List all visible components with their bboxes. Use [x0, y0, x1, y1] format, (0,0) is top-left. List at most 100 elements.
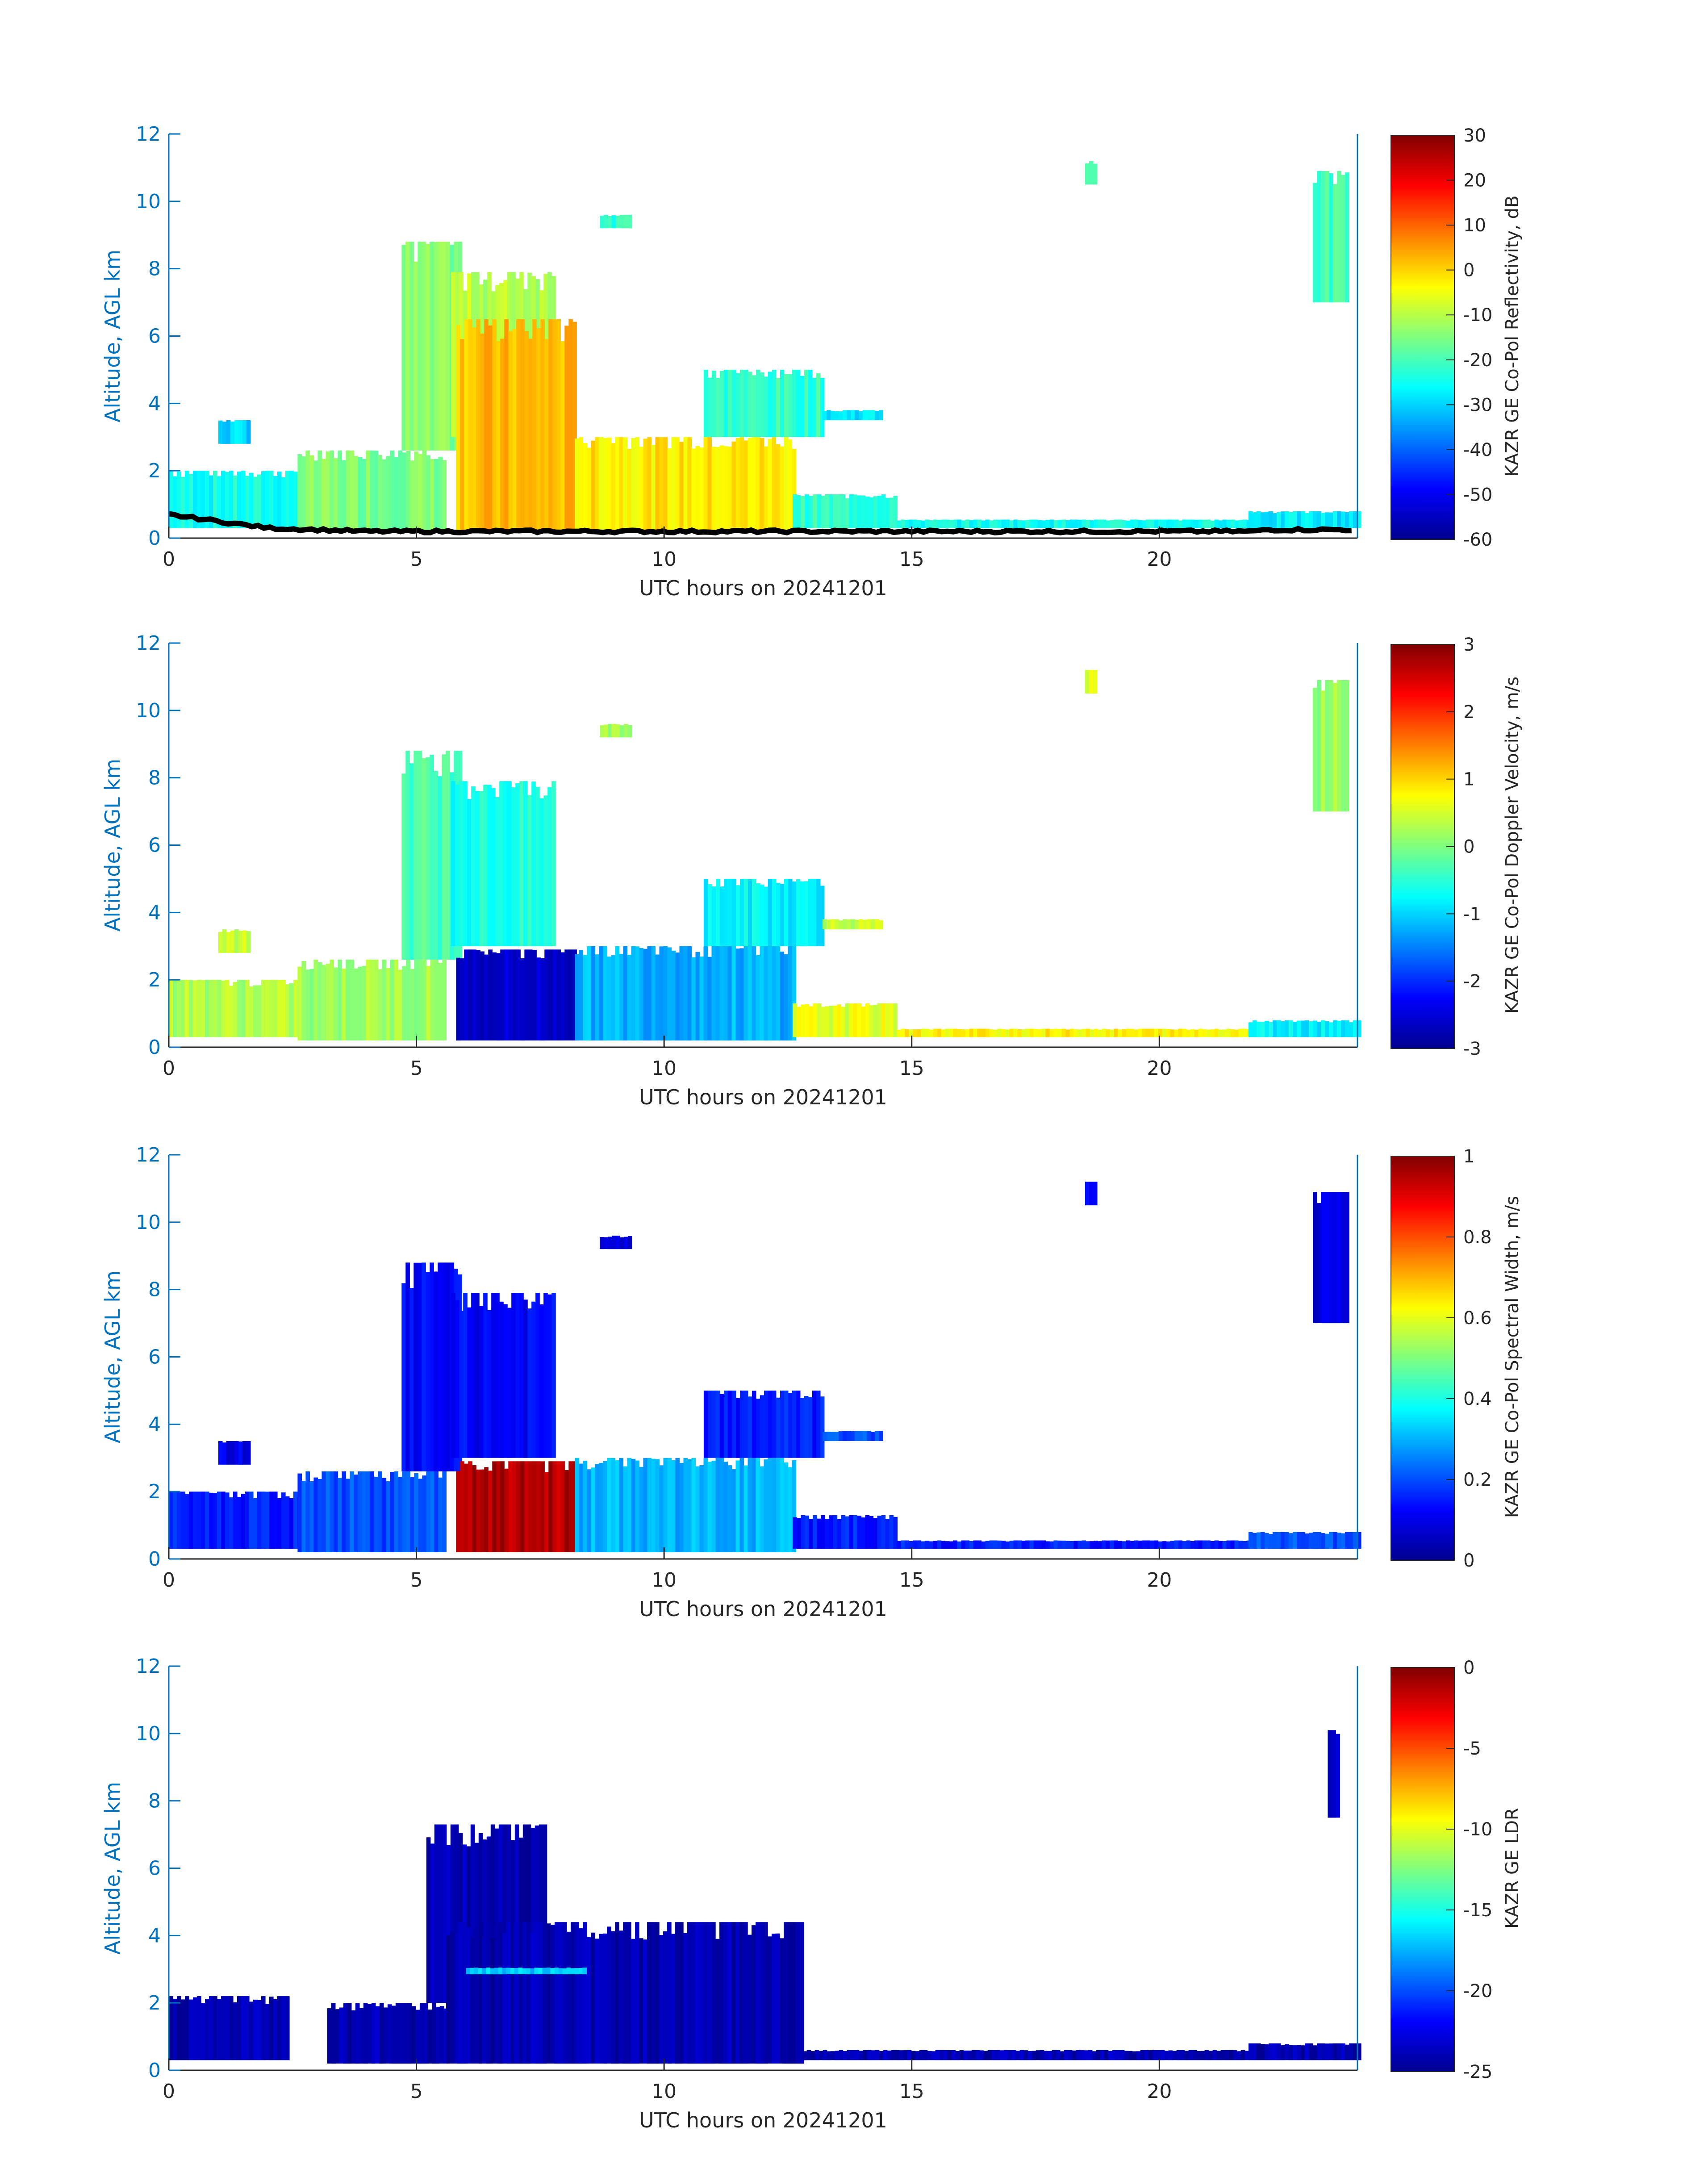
echo-column: [535, 786, 540, 946]
echo-column: [813, 1515, 818, 1549]
echo-column: [309, 969, 314, 1040]
echo-column: [1285, 511, 1289, 528]
echo-column: [313, 1477, 318, 1552]
echo-column: [639, 1467, 644, 1552]
echo-column: [1138, 1540, 1143, 1549]
x-tick-label: 15: [899, 1569, 924, 1592]
echo-column: [1094, 1028, 1098, 1037]
echo-column: [1281, 2045, 1285, 2060]
y-tick-label: 6: [148, 1346, 161, 1369]
echo-column: [851, 919, 855, 929]
echo-column: [532, 1461, 537, 1552]
echo-column: [1349, 1022, 1353, 1037]
echo-column: [1289, 1020, 1293, 1037]
echo-column: [1242, 519, 1247, 528]
echo-column: [458, 1833, 463, 2003]
echo-column: [1090, 520, 1094, 528]
echo-column: [1132, 2051, 1137, 2060]
echo-column: [1305, 1533, 1309, 1549]
echo-column: [1053, 1028, 1058, 1037]
colorbar-tick-label: 0.6: [1463, 1308, 1492, 1329]
echo-column: [398, 1477, 402, 1552]
echo-column: [556, 949, 561, 1040]
echo-column: [470, 1937, 475, 2064]
echo-column: [931, 2051, 936, 2060]
echo-column: [776, 1458, 781, 1552]
echo-column: [398, 969, 402, 1040]
y-axis-label: Altitude, AGL km: [100, 250, 125, 422]
echo-column: [659, 1465, 664, 1552]
echo-column: [574, 1968, 579, 1975]
y-tick-label: 0: [148, 527, 161, 550]
echo-column: [1273, 1020, 1277, 1037]
echo-column: [623, 946, 628, 1040]
echo-column: [499, 1301, 504, 1458]
echo-column: [523, 1300, 528, 1458]
echo-column: [1238, 1028, 1243, 1037]
echo-column: [784, 1462, 789, 1552]
echo-column: [647, 1922, 651, 2064]
echo-column: [719, 886, 724, 946]
echo-column: [764, 1459, 768, 1552]
echo-column: [1281, 1021, 1285, 1037]
echo-column: [1190, 519, 1195, 528]
echo-column: [1017, 1540, 1022, 1549]
echo-column: [1329, 1532, 1333, 1549]
echo-column: [1202, 1029, 1207, 1037]
echo-column: [867, 2050, 872, 2060]
echo-column: [442, 754, 446, 960]
y-axis-label: Altitude, AGL km: [100, 1782, 125, 1955]
echo-column: [591, 1467, 596, 1552]
echo-column: [993, 519, 998, 528]
echo-column: [265, 2004, 270, 2060]
echo-column: [507, 781, 512, 946]
echo-column: [857, 495, 862, 528]
echo-column: [979, 2050, 984, 2060]
echo-column: [490, 1938, 495, 2064]
echo-column: [500, 949, 505, 1040]
echo-column: [230, 422, 235, 444]
echo-column: [743, 878, 748, 946]
echo-column: [861, 1517, 866, 1549]
echo-column: [1206, 519, 1211, 528]
echo-column: [913, 1029, 918, 1037]
echo-column: [623, 1466, 628, 1552]
echo-column: [193, 980, 197, 1037]
echo-column: [1162, 1541, 1167, 1549]
echo-column: [476, 1469, 480, 1552]
echo-column: [1333, 683, 1337, 812]
echo-column: [607, 957, 612, 1040]
echo-column: [1158, 1028, 1163, 1037]
echo-column: [169, 1996, 173, 2060]
echo-column: [583, 955, 588, 1040]
echo-column: [1265, 1021, 1269, 1037]
echo-column: [735, 1460, 740, 1552]
echo-column: [504, 319, 509, 531]
echo-column: [487, 785, 492, 946]
echo-column: [768, 878, 773, 946]
echo-column: [1325, 1021, 1329, 1037]
echo-column: [237, 1496, 242, 1549]
echo-column: [317, 450, 322, 531]
echo-column: [1345, 1532, 1349, 1549]
echo-column: [539, 1824, 543, 2003]
x-tick-label: 10: [651, 2080, 677, 2103]
echo-column: [480, 951, 484, 1040]
echo-column: [547, 1923, 551, 2064]
echo-column: [524, 1461, 529, 1552]
echo-column: [506, 1968, 511, 1974]
echo-column: [784, 1390, 789, 1458]
echo-column: [463, 1293, 468, 1458]
echo-column: [1068, 2050, 1073, 2060]
echo-column: [301, 961, 306, 1040]
echo-column: [238, 931, 243, 953]
echo-column: [756, 369, 760, 437]
echo-column: [1273, 513, 1277, 528]
echo-column: [1156, 2050, 1161, 2060]
echo-column: [1098, 1029, 1102, 1037]
echo-column: [703, 369, 708, 437]
echo-column: [390, 450, 394, 531]
echo-column: [1021, 1029, 1026, 1037]
echo-column: [189, 1999, 193, 2060]
